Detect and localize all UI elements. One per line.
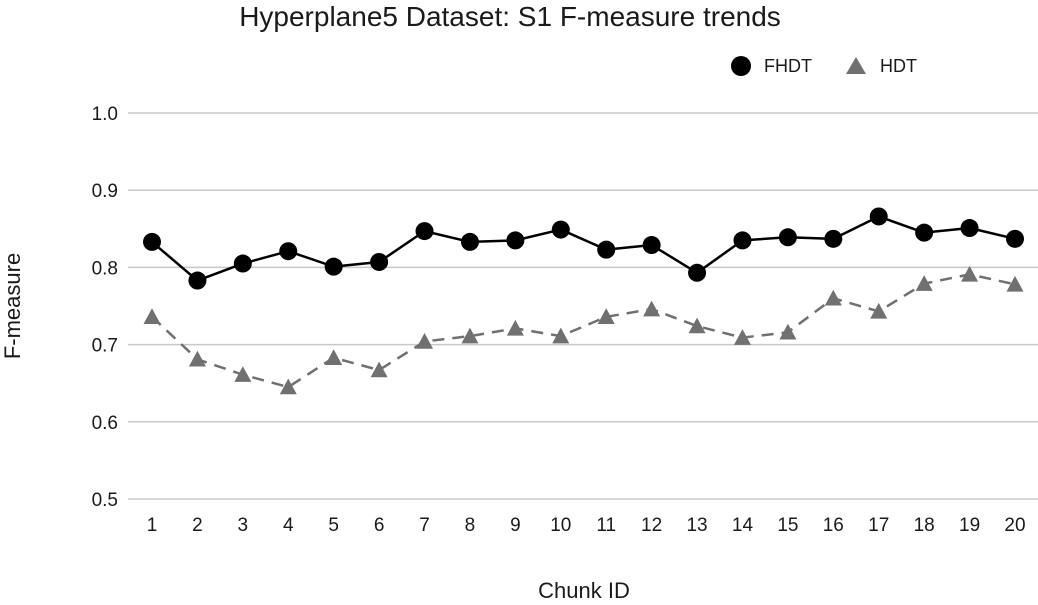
series-hdt [143,265,1024,395]
x-tick-label: 10 [550,515,571,536]
y-tick-label: 1.0 [92,104,118,125]
data-point[interactable] [824,229,843,248]
data-point[interactable] [1006,229,1024,248]
data-point[interactable] [869,207,888,226]
legend: FHDT HDT [731,56,917,76]
x-axis-label: Chunk ID [538,578,630,603]
data-point[interactable] [188,271,207,290]
data-point[interactable] [370,252,389,271]
x-tick-label: 1 [147,515,158,536]
data-point[interactable] [688,263,707,282]
data-point[interactable] [416,333,434,349]
series-line-hdt [151,273,1016,389]
legend-marker-hdt [846,57,866,74]
y-tick-label: 0.8 [92,258,118,279]
y-tick-label: 0.7 [92,336,118,357]
x-axis-ticks: 1 2 3 4 5 6 7 8 9 10 11 12 13 14 15 16 17 18 19 20 [147,515,1026,536]
series-fhdt [143,207,1024,290]
x-tick-label: 20 [1004,515,1025,536]
data-point[interactable] [415,222,434,241]
data-point[interactable] [234,366,252,382]
data-point[interactable] [460,232,479,251]
data-point[interactable] [370,361,388,378]
data-point[interactable] [551,220,570,239]
data-point[interactable] [597,308,615,325]
x-tick-label: 17 [868,515,889,536]
x-tick-label: 19 [959,515,980,536]
data-point[interactable] [506,319,524,336]
grid [128,112,1038,500]
y-tick-label: 0.5 [92,490,118,511]
x-tick-label: 12 [641,515,662,536]
x-tick-label: 13 [686,515,707,536]
data-point[interactable] [325,349,343,365]
data-point[interactable] [733,329,751,345]
data-point[interactable] [233,254,252,273]
x-tick-label: 2 [192,515,203,536]
legend-item-hdt[interactable]: HDT [846,56,917,76]
data-point[interactable] [960,219,979,238]
data-point[interactable] [552,327,570,344]
x-tick-label: 3 [238,515,249,536]
data-point[interactable] [1006,275,1024,292]
data-point[interactable] [915,275,933,291]
x-tick-label: 8 [465,515,476,536]
x-tick-label: 18 [914,515,935,536]
data-point[interactable] [824,289,842,306]
y-tick-label: 0.6 [92,413,118,434]
x-tick-label: 15 [777,515,798,536]
y-tick-label: 0.9 [92,181,118,202]
data-point[interactable] [643,300,661,317]
legend-label-fhdt: FHDT [764,56,812,76]
data-point[interactable] [279,242,298,261]
data-point[interactable] [642,236,661,255]
legend-item-fhdt[interactable]: FHDT [731,56,812,76]
data-point[interactable] [870,302,888,319]
series-layer [143,207,1024,395]
data-point[interactable] [279,378,297,395]
x-tick-label: 14 [732,515,754,536]
x-tick-label: 5 [328,515,339,536]
y-axis-ticks: 0.5 0.6 0.7 0.8 0.9 1.0 [92,104,118,511]
data-point[interactable] [961,265,979,282]
y-axis-label: F-measure [0,253,25,359]
data-point[interactable] [143,308,161,325]
data-point[interactable] [506,231,525,250]
data-point[interactable] [733,231,752,250]
data-point[interactable] [324,257,343,276]
legend-label-hdt: HDT [880,56,917,76]
data-point[interactable] [461,327,479,344]
x-tick-label: 9 [510,515,521,536]
x-tick-label: 6 [374,515,385,536]
x-tick-label: 11 [596,515,616,536]
data-point[interactable] [779,323,797,340]
x-tick-label: 7 [419,515,430,536]
data-point[interactable] [915,223,934,242]
x-tick-label: 16 [823,515,844,536]
data-point[interactable] [597,240,616,259]
chart-title: Hyperplane5 Dataset: S1 F-measure trends [239,1,781,32]
data-point[interactable] [143,232,161,251]
data-point[interactable] [688,317,706,334]
x-tick-label: 4 [283,515,294,536]
legend-marker-fhdt [731,56,751,76]
data-point[interactable] [778,228,797,247]
data-point[interactable] [188,350,206,367]
